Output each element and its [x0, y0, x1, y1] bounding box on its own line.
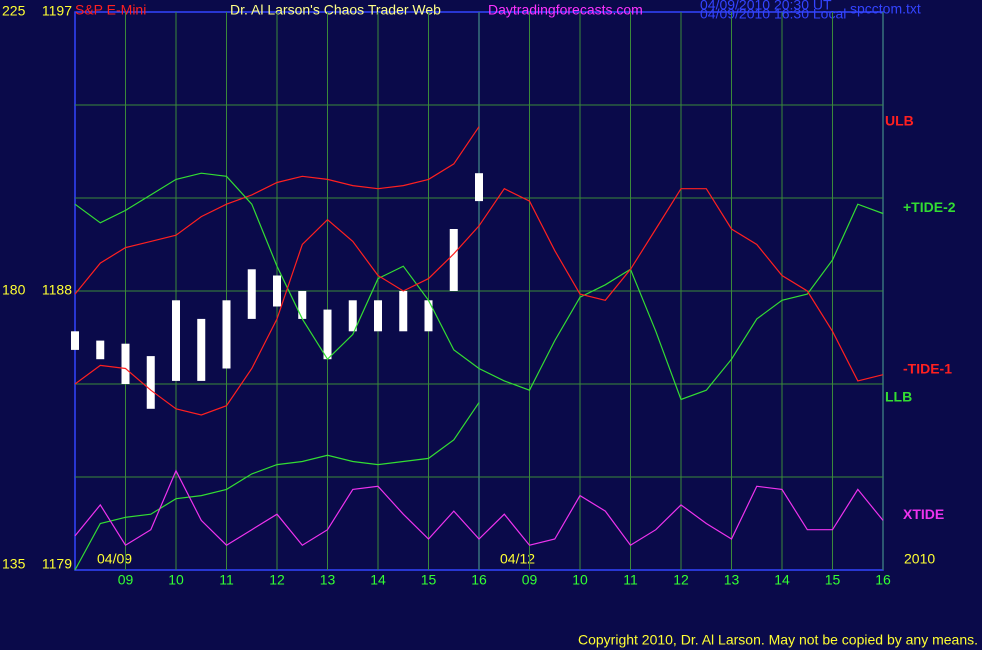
x-tick-label: 11: [623, 572, 638, 588]
x-tick-label: 14: [370, 572, 386, 588]
price-bar: [424, 300, 433, 332]
year-label: 2010: [904, 551, 935, 567]
price-bar: [348, 300, 357, 332]
x-tick-label: 13: [320, 572, 336, 588]
price-bar: [146, 356, 155, 409]
series-label: ULB: [885, 112, 914, 128]
price-bar: [222, 300, 231, 369]
price-bar: [475, 173, 483, 202]
price-bar: [399, 291, 408, 332]
price-bar: [172, 300, 180, 381]
y-tick-label: 1179: [42, 556, 72, 572]
series-line: [74, 187, 884, 416]
timestamp: 04/09/2010 20:30 UT: [700, 0, 832, 13]
price-bar: [247, 269, 256, 319]
x-tick-label: 14: [774, 572, 790, 588]
x-tick-label: 11: [219, 572, 234, 588]
y2-tick-label: 135: [2, 556, 26, 572]
price-bar: [323, 309, 332, 360]
file-name: spcctom.txt: [850, 1, 921, 17]
series-line: [74, 172, 884, 401]
series-label: XTIDE: [903, 506, 944, 522]
x-tick-label: 10: [168, 572, 184, 588]
price-bar: [273, 275, 281, 307]
x-tick-label: 12: [269, 572, 285, 588]
symbol: S&P E-Mini: [75, 2, 146, 18]
series-line: [74, 126, 480, 295]
series-line: [74, 402, 480, 571]
price-bar: [374, 300, 382, 332]
y-tick-label: 1188: [42, 282, 72, 298]
y2-tick-label: 180: [2, 282, 26, 298]
price-bar: [298, 291, 307, 319]
date-label: 04/12: [500, 551, 535, 567]
timestamp: 04/09/2010 16:30 Local: [700, 6, 846, 22]
copyright: Copyright 2010, Dr. Al Larson. May not b…: [578, 632, 978, 648]
x-tick-label: 15: [825, 572, 841, 588]
series-line: [74, 469, 884, 547]
series-label: -TIDE-1: [903, 360, 952, 376]
series-label: +TIDE-2: [903, 199, 956, 215]
price-bar: [121, 343, 130, 384]
price-bar: [449, 229, 458, 291]
y2-tick-label: 225: [2, 3, 26, 19]
chart-title: Dr. Al Larson's Chaos Trader Web: [230, 2, 441, 18]
x-tick-label: 10: [572, 572, 588, 588]
price-bar: [197, 318, 206, 381]
price-bar: [71, 331, 79, 350]
date-label: 04/09: [97, 551, 132, 567]
x-tick-label: 09: [522, 572, 538, 588]
x-tick-label: 09: [118, 572, 134, 588]
site: Daytradingforecasts.com: [488, 2, 643, 18]
y-tick-label: 1197: [42, 3, 72, 19]
x-tick-label: 12: [673, 572, 689, 588]
x-tick-label: 16: [471, 572, 487, 588]
series-label: LLB: [885, 388, 912, 404]
x-tick-label: 16: [875, 572, 891, 588]
x-tick-label: 15: [421, 572, 437, 588]
price-bar: [96, 340, 105, 360]
x-tick-label: 13: [724, 572, 740, 588]
